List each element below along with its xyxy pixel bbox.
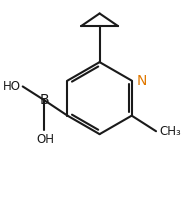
Text: N: N <box>137 74 147 88</box>
Text: B: B <box>39 93 49 107</box>
Text: HO: HO <box>3 80 21 93</box>
Text: CH₃: CH₃ <box>159 125 181 138</box>
Text: OH: OH <box>36 133 54 146</box>
